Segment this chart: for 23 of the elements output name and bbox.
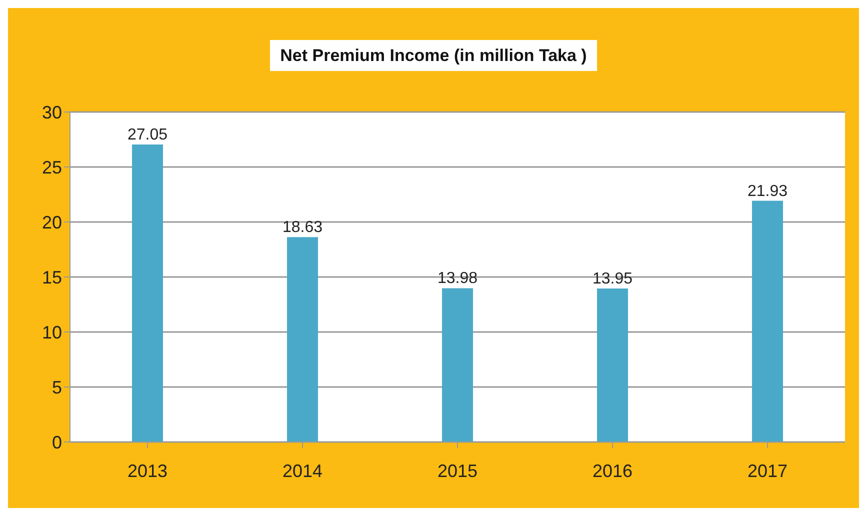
y-tick-label: 30 [42,102,62,122]
y-tick-label: 20 [42,212,62,232]
x-tick-label: 2013 [127,460,168,481]
x-tick-label: 2014 [282,460,323,481]
x-tick-label: 2017 [747,460,788,481]
y-tick-label: 0 [52,432,62,452]
bar [442,288,473,442]
data-label: 13.95 [592,270,633,288]
bar [287,237,318,442]
bar [132,144,163,442]
data-label: 27.05 [127,126,168,144]
data-label: 21.93 [747,182,788,200]
y-tick-label: 10 [42,322,62,342]
bar [752,200,783,442]
x-tick-label: 2016 [592,460,633,481]
y-tick-label: 25 [42,157,62,178]
bar [597,288,628,442]
chart-title: Net Premium Income (in million Taka ) [270,40,597,71]
x-tick-label: 2015 [437,460,478,481]
data-label: 18.63 [282,219,323,236]
y-tick-label: 15 [42,267,62,288]
data-label: 13.98 [437,270,478,288]
y-tick-label: 5 [52,377,62,398]
